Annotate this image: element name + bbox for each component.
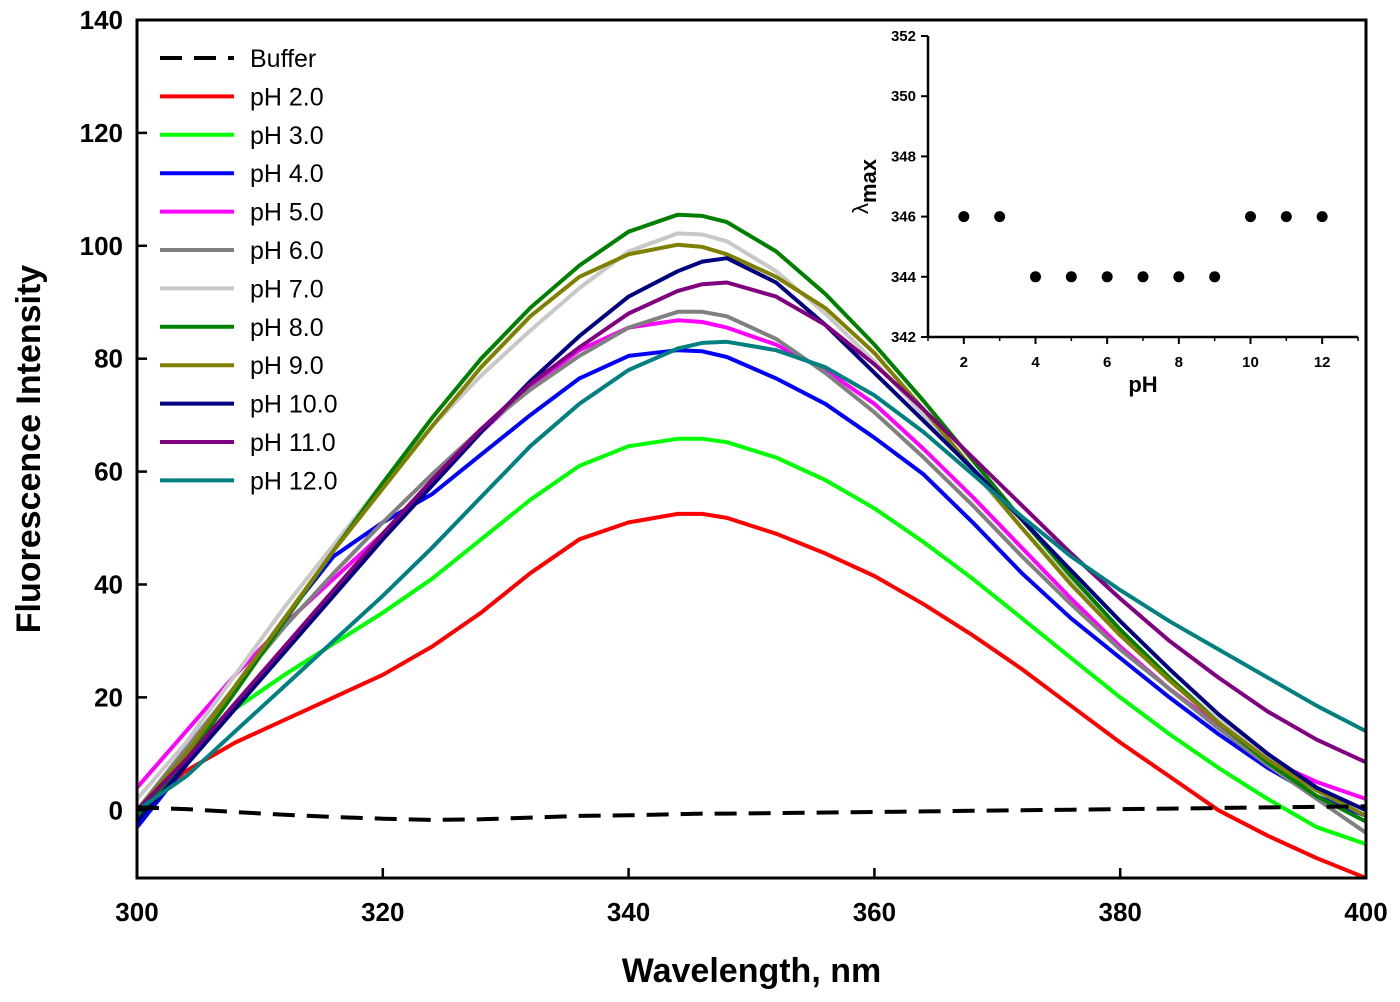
legend-label: pH 6.0	[250, 237, 324, 265]
inset-data-point	[994, 211, 1006, 223]
y-tick-label: 100	[80, 231, 123, 261]
inset-y-tick-label: 352	[891, 28, 916, 45]
series-line-buffer	[137, 804, 1366, 822]
inset-plot: 2 4 6 8 10 12 342 344 346 348 350 352 pH λmax	[848, 28, 1359, 397]
inset-data-point	[1065, 271, 1077, 283]
inset-y-axis-title: λmax	[848, 158, 881, 214]
series-line-ph-3-0	[137, 436, 1366, 847]
x-tick-label: 300	[115, 897, 158, 927]
inset-data-point	[1245, 211, 1256, 223]
x-tick-label: 320	[361, 897, 404, 927]
inset-y-tick-label: 348	[891, 148, 916, 165]
series-line-ph-12-0	[137, 339, 1366, 813]
inset-y-tick-label: 342	[891, 329, 916, 346]
inset-data-point	[1101, 271, 1113, 283]
series-line-ph-6-0	[137, 309, 1366, 835]
inset-x-tick-label: 10	[1242, 354, 1259, 371]
inset-data-point	[1280, 211, 1292, 223]
series-line-ph-9-0	[137, 242, 1366, 818]
legend-label: pH 8.0	[250, 314, 324, 342]
legend: Buffer pH 2.0 pH 3.0 pH 4.0 pH 5.0 pH 6.0 pH 7…	[160, 45, 338, 495]
inset-x-tick-label: 8	[1175, 354, 1183, 371]
legend-label: pH 3.0	[250, 122, 324, 150]
inset-x-tick-label: 12	[1314, 354, 1331, 371]
inset-data-point	[1137, 271, 1149, 283]
inset-y-tick-label: 344	[891, 269, 917, 286]
y-tick-label: 120	[80, 118, 123, 148]
inset-data-point	[1209, 271, 1221, 283]
legend-label: pH 9.0	[250, 352, 324, 380]
plot-frame	[135, 18, 1368, 880]
inset-data-point	[1173, 271, 1185, 283]
inset-x-tick-label: 6	[1103, 354, 1111, 371]
inset-x-axis-title: pH	[1128, 372, 1157, 397]
series-line-ph-2-0	[137, 511, 1366, 878]
y-tick-label: 0	[109, 795, 123, 825]
inset-x-tick-label: 2	[960, 354, 968, 371]
y-tick-label: 140	[80, 5, 123, 35]
inset-y-tick-label: 350	[891, 88, 916, 105]
x-tick-label: 360	[853, 897, 896, 927]
y-tick-label: 60	[94, 457, 123, 487]
inset-x-tick-label: 4	[1031, 354, 1040, 371]
x-tick-label: 340	[607, 897, 650, 927]
inset-data-point	[958, 211, 970, 223]
legend-label: pH 11.0	[250, 429, 336, 457]
legend-label: pH 4.0	[250, 160, 324, 188]
inset-data-point	[1030, 271, 1041, 283]
x-tick-label: 400	[1344, 897, 1387, 927]
series-line-ph-11-0	[137, 280, 1366, 813]
y-tick-label: 80	[94, 344, 123, 374]
legend-label: pH 12.0	[250, 467, 338, 495]
x-tick-label: 380	[1099, 897, 1142, 927]
legend-label: pH 2.0	[250, 83, 324, 111]
legend-label: pH 7.0	[250, 275, 324, 303]
inset-data-point	[1316, 211, 1328, 223]
inset-y-tick-label: 346	[891, 209, 916, 226]
series-line-ph-8-0	[137, 212, 1366, 824]
y-axis-title: Fluorescence Intensity	[10, 265, 48, 634]
y-tick-label: 40	[94, 569, 123, 599]
series-lines	[137, 212, 1366, 878]
legend-label: Buffer	[250, 45, 316, 73]
main-plot: 300 320 340 360 380 400 0 20 40 60 80 100 120 140 Wave…	[10, 5, 1388, 990]
inset-y-axis-title-symbol: λ	[848, 203, 873, 214]
legend-label: pH 10.0	[250, 391, 338, 419]
x-axis-title: Wavelength, nm	[622, 952, 881, 990]
legend-label: pH 5.0	[250, 199, 324, 227]
series-line-ph-4-0	[137, 348, 1366, 830]
y-tick-label: 20	[94, 682, 123, 712]
series-line-ph-10-0	[137, 256, 1366, 824]
inset-y-axis-title-subscript: max	[856, 158, 881, 203]
